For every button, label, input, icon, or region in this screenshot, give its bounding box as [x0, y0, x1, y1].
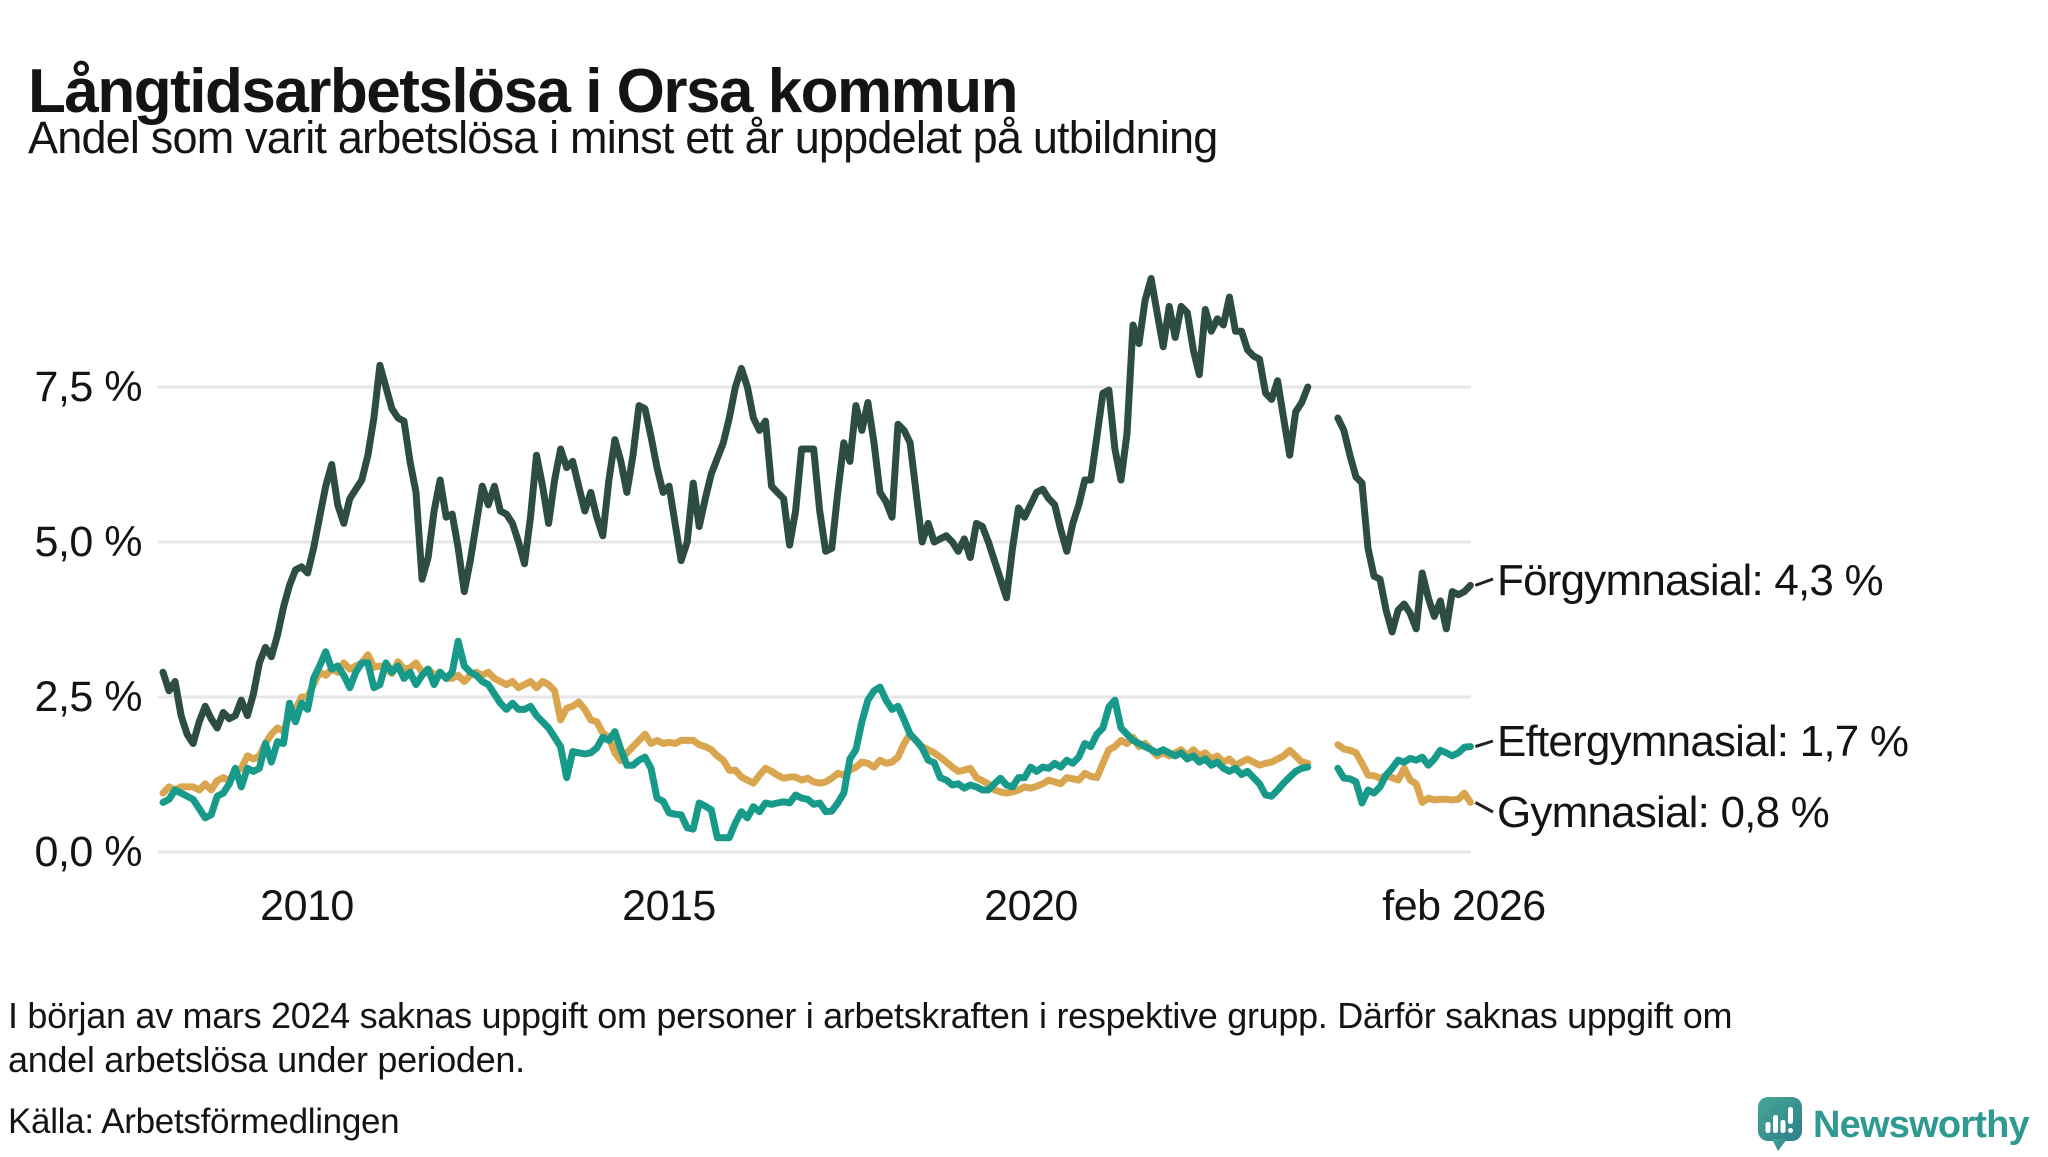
y-axis-tick-2-5: 2,5 %: [34, 673, 143, 721]
source-note: Källa: Arbetsförmedlingen: [8, 1102, 400, 1141]
y-axis-tick-5-0: 5,0 %: [34, 518, 143, 566]
chart-subtitle: Andel som varit arbetslösa i minst ett å…: [28, 112, 1218, 163]
footnote-line-1: I början av mars 2024 saknas uppgift om …: [8, 995, 1733, 1036]
series-end-label-forgymnasial: Förgymnasial: 4,3 %: [1497, 556, 1884, 605]
x-axis-tick-feb-2026: feb 2026: [1382, 882, 1546, 930]
footnote-line-2: andel arbetslösa under perioden.: [8, 1039, 525, 1080]
series-end-label-gymnasial: Gymnasial: 0,8 %: [1497, 788, 1830, 837]
series-end-label-eftergymnasial: Eftergymnasial: 1,7 %: [1497, 717, 1909, 766]
x-axis-tick-2015: 2015: [622, 882, 716, 930]
page-title: Långtidsarbetslösa i Orsa kommun: [28, 56, 1019, 126]
y-axis-tick-0: 0,0 %: [34, 828, 143, 876]
newsworthy-logo: Newsworthy: [1755, 1096, 2048, 1152]
newsworthy-logo-text: Newsworthy: [1813, 1104, 2030, 1146]
y-axis-tick-7-5: 7,5 %: [34, 363, 143, 411]
chart-footnote: I början av mars 2024 saknas uppgift om …: [8, 994, 1733, 1082]
x-axis-tick-2010: 2010: [260, 882, 354, 930]
newsworthy-speech-bubble-bar-chart-icon: [1758, 1097, 1802, 1151]
x-axis-tick-2020: 2020: [984, 882, 1078, 930]
